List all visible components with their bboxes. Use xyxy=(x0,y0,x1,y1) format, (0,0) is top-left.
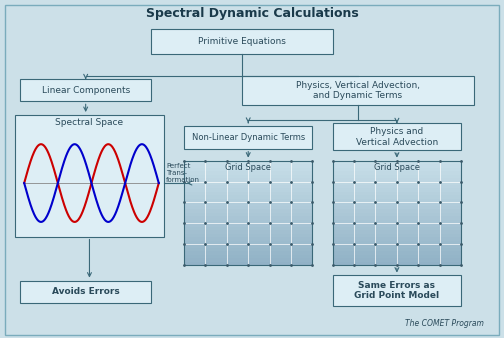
Bar xyxy=(184,234,312,237)
Bar xyxy=(333,255,461,258)
Bar xyxy=(184,241,312,244)
Bar xyxy=(333,231,461,234)
FancyBboxPatch shape xyxy=(333,123,461,150)
Bar xyxy=(333,164,461,168)
FancyBboxPatch shape xyxy=(242,76,474,105)
Bar xyxy=(184,182,312,185)
Bar xyxy=(184,171,312,174)
Bar xyxy=(333,171,461,174)
Bar xyxy=(184,185,312,189)
Bar xyxy=(184,213,312,216)
Bar xyxy=(333,202,461,206)
Bar xyxy=(184,237,312,241)
Bar xyxy=(333,182,461,185)
Bar xyxy=(333,161,461,164)
Bar xyxy=(333,168,461,171)
Bar xyxy=(184,192,312,195)
Text: Non-Linear Dynamic Terms: Non-Linear Dynamic Terms xyxy=(192,133,305,142)
Bar xyxy=(333,195,461,199)
Bar xyxy=(184,195,312,199)
Bar xyxy=(184,231,312,234)
Bar xyxy=(333,227,461,231)
Bar xyxy=(333,237,461,241)
Bar xyxy=(333,220,461,223)
Bar xyxy=(333,174,461,178)
FancyBboxPatch shape xyxy=(15,115,164,237)
Bar xyxy=(333,185,461,189)
Text: Primitive Equations: Primitive Equations xyxy=(198,37,286,46)
Text: Linear Components: Linear Components xyxy=(41,86,130,95)
Bar xyxy=(333,241,461,244)
Bar xyxy=(184,223,312,227)
Bar xyxy=(184,258,312,262)
Bar xyxy=(184,174,312,178)
Bar xyxy=(333,244,461,248)
Bar xyxy=(333,210,461,213)
Text: Spectral Space: Spectral Space xyxy=(55,118,123,127)
Bar xyxy=(184,248,312,251)
Bar xyxy=(333,192,461,195)
Bar xyxy=(184,189,312,192)
Text: The COMET Program: The COMET Program xyxy=(405,319,484,328)
Bar xyxy=(333,262,461,265)
Bar xyxy=(184,251,312,255)
Bar xyxy=(333,206,461,210)
Bar xyxy=(184,161,312,164)
Bar xyxy=(333,189,461,192)
Bar xyxy=(184,255,312,258)
Bar xyxy=(184,220,312,223)
Bar xyxy=(184,168,312,171)
Bar xyxy=(184,216,312,220)
Text: Spectral Dynamic Calculations: Spectral Dynamic Calculations xyxy=(146,7,358,20)
Bar xyxy=(333,234,461,237)
Text: Same Errors as
Grid Point Model: Same Errors as Grid Point Model xyxy=(354,281,439,300)
FancyBboxPatch shape xyxy=(151,29,333,54)
Text: Physics and
Vertical Advection: Physics and Vertical Advection xyxy=(356,127,438,147)
Bar xyxy=(333,216,461,220)
Bar xyxy=(184,227,312,231)
Bar xyxy=(333,199,461,202)
FancyBboxPatch shape xyxy=(184,126,312,149)
Bar xyxy=(184,178,312,182)
Bar xyxy=(184,244,312,248)
Text: Grid Space: Grid Space xyxy=(225,164,271,172)
FancyBboxPatch shape xyxy=(20,79,151,101)
Bar xyxy=(333,223,461,227)
Bar xyxy=(184,164,312,168)
Bar xyxy=(184,262,312,265)
Bar xyxy=(184,210,312,213)
Text: Perfect
Trans-
formation: Perfect Trans- formation xyxy=(166,163,200,183)
Bar xyxy=(333,178,461,182)
Bar xyxy=(333,251,461,255)
Text: Physics, Vertical Advection,
and Dynamic Terms: Physics, Vertical Advection, and Dynamic… xyxy=(296,81,420,100)
Bar xyxy=(184,202,312,206)
Bar xyxy=(184,199,312,202)
Text: Avoids Errors: Avoids Errors xyxy=(52,287,119,296)
FancyBboxPatch shape xyxy=(20,281,151,303)
Bar xyxy=(333,248,461,251)
Bar xyxy=(333,258,461,262)
Text: Grid Space: Grid Space xyxy=(374,164,420,172)
FancyBboxPatch shape xyxy=(333,275,461,306)
Bar xyxy=(333,213,461,216)
Bar xyxy=(184,206,312,210)
